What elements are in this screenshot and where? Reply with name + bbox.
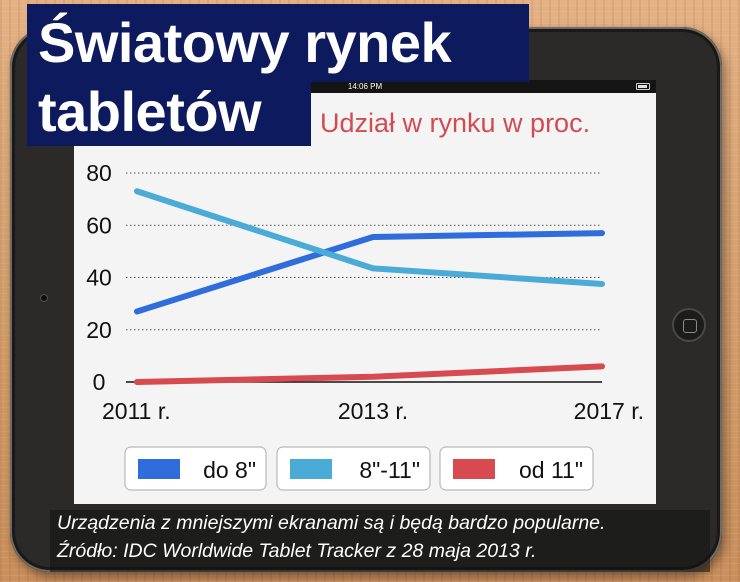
series-line <box>134 230 605 315</box>
data-point <box>370 373 376 380</box>
legend-label: do 8" <box>203 457 256 483</box>
series-line <box>134 363 605 385</box>
page-title-line-2: tabletów <box>38 80 262 143</box>
legend-box <box>276 446 431 491</box>
footnote-line-1: Urządzenia z mniejszymi ekranami są i bę… <box>57 512 606 534</box>
title-background <box>27 4 529 82</box>
y-tick-label: 0 <box>93 369 106 395</box>
legend-box <box>124 446 267 491</box>
status-time: 14:06 PM <box>347 82 383 91</box>
data-point <box>134 379 140 385</box>
home-button[interactable] <box>674 310 704 340</box>
page-title-line-1: Światowy rynek <box>38 11 452 74</box>
legend-label: od 11" <box>519 457 583 483</box>
data-point <box>134 188 140 195</box>
line-chart: 0 20 40 60 80 2011 r. 2013 r. 2017 r. do 8" 8"-1… <box>86 160 644 491</box>
legend-swatch <box>290 459 332 479</box>
footnote-source: Źródło: IDC Worldwide Tablet Tracker z 2… <box>57 540 537 562</box>
data-point <box>134 308 140 315</box>
legend-label: 8"-11" <box>359 457 420 483</box>
battery-icon <box>636 83 650 90</box>
chart-subtitle: Udział w rynku w proc. <box>320 108 591 138</box>
data-point <box>599 281 605 287</box>
legend-item: do 8" <box>124 446 267 491</box>
data-point <box>599 363 605 370</box>
legend-item: 8"-11" <box>276 446 431 491</box>
footnote-background <box>50 510 710 572</box>
legend-swatch <box>453 459 495 479</box>
y-tick-label: 20 <box>86 317 112 343</box>
camera-icon <box>40 294 48 302</box>
y-tick-label: 60 <box>86 212 112 238</box>
legend-swatch <box>138 459 180 479</box>
legend-box <box>439 446 594 491</box>
y-tick-label: 80 <box>86 160 112 186</box>
x-tick-label: 2011 r. <box>102 398 171 424</box>
data-point <box>370 265 376 272</box>
x-tick-label: 2017 r. <box>574 398 644 424</box>
y-tick-label: 40 <box>86 265 112 291</box>
data-point <box>599 230 605 236</box>
data-point <box>370 234 376 240</box>
legend-item: od 11" <box>439 446 594 491</box>
title-background-2 <box>27 82 311 146</box>
x-tick-label: 2013 r. <box>338 398 408 424</box>
